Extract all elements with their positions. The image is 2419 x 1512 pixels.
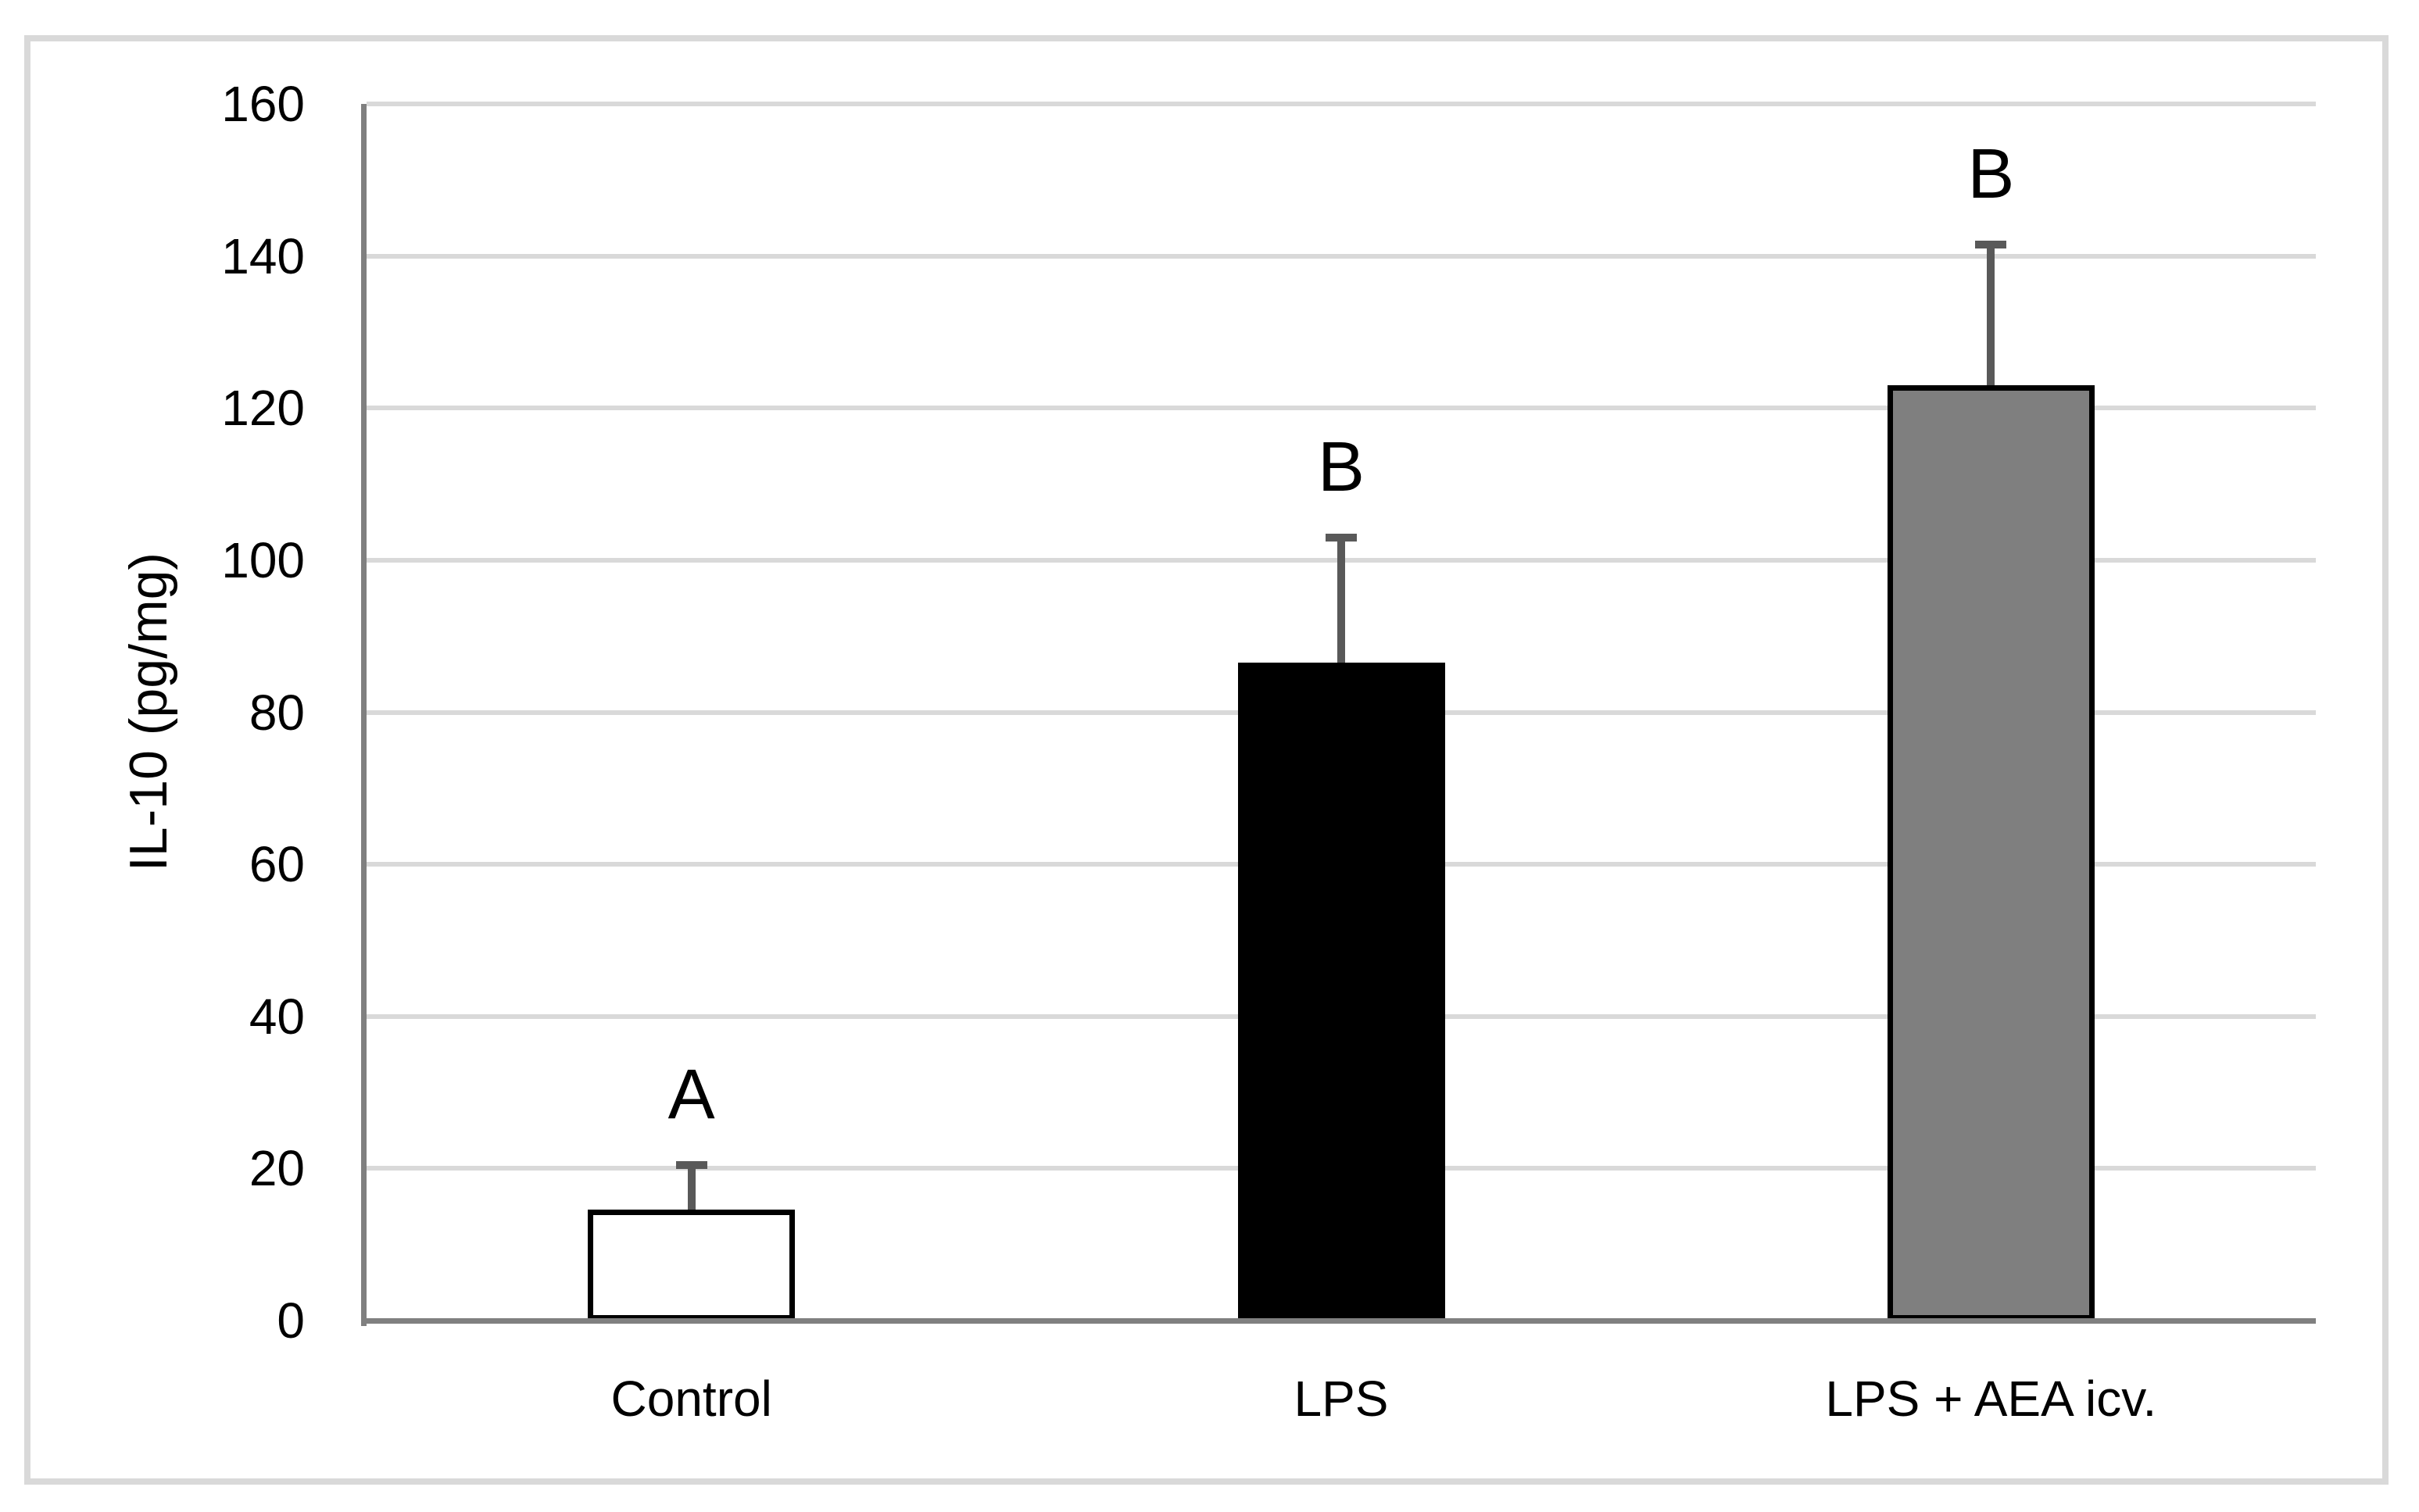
chart-outer-border <box>24 35 2389 1485</box>
bar-control <box>588 1209 796 1321</box>
bar-lps <box>1237 663 1445 1321</box>
significance-letter-1: B <box>1317 427 1365 506</box>
bar-lps-aea-icv- <box>1887 385 2095 1321</box>
error-bar-line-0 <box>687 1165 696 1210</box>
y-tick-label-0: 0 <box>277 1292 305 1349</box>
y-tick-label-80: 80 <box>249 684 305 741</box>
significance-letter-2: B <box>1967 135 2015 214</box>
y-tick-label-140: 140 <box>221 227 305 284</box>
x-axis-line <box>361 1318 2316 1324</box>
category-label-0: Control <box>610 1371 772 1427</box>
error-bar-line-2 <box>1987 245 1995 386</box>
error-bar-cap-2 <box>1975 241 2007 249</box>
y-tick-label-60: 60 <box>249 836 305 893</box>
y-tick-label-160: 160 <box>221 76 305 132</box>
error-bar-cap-1 <box>1326 533 1357 542</box>
y-tick-label-100: 100 <box>221 531 305 588</box>
y-tick-label-40: 40 <box>249 988 305 1045</box>
significance-letter-0: A <box>667 1056 715 1135</box>
y-tick-label-120: 120 <box>221 380 305 437</box>
gridline-140 <box>367 253 2316 259</box>
gridline-160 <box>367 102 2316 106</box>
category-label-1: LPS <box>1294 1371 1389 1427</box>
category-label-2: LPS + AEA icv. <box>1825 1371 2157 1427</box>
y-axis-line <box>361 104 367 1326</box>
error-bar-line-1 <box>1337 537 1345 663</box>
gridline-120 <box>367 406 2316 411</box>
y-axis-title: IL-10 (pg/mg) <box>119 552 178 872</box>
error-bar-cap-0 <box>675 1161 707 1170</box>
y-tick-label-20: 20 <box>249 1140 305 1197</box>
